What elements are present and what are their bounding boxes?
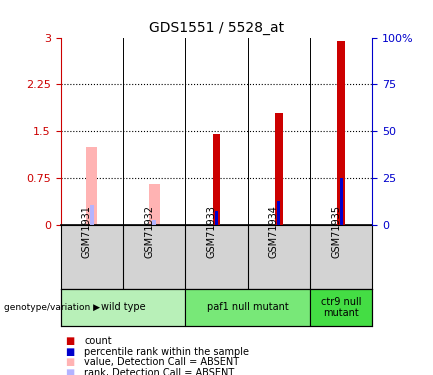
Text: paf1 null mutant: paf1 null mutant <box>207 303 288 312</box>
Bar <box>310 289 372 326</box>
Text: wild type: wild type <box>100 303 145 312</box>
Text: ■: ■ <box>65 347 74 357</box>
Title: GDS1551 / 5528_at: GDS1551 / 5528_at <box>149 21 284 35</box>
Text: percentile rank within the sample: percentile rank within the sample <box>84 347 249 357</box>
Bar <box>86 147 97 225</box>
Text: GSM71934: GSM71934 <box>269 205 279 258</box>
Text: ■: ■ <box>65 368 74 375</box>
Text: ■: ■ <box>65 357 74 367</box>
Bar <box>337 40 345 225</box>
Text: GSM71931: GSM71931 <box>82 205 92 258</box>
Text: GSM71933: GSM71933 <box>207 205 216 258</box>
Bar <box>185 289 310 326</box>
Text: GSM71932: GSM71932 <box>144 205 154 258</box>
Text: value, Detection Call = ABSENT: value, Detection Call = ABSENT <box>84 357 239 367</box>
Bar <box>213 134 220 225</box>
Bar <box>90 205 94 225</box>
Bar <box>61 289 185 326</box>
Text: rank, Detection Call = ABSENT: rank, Detection Call = ABSENT <box>84 368 235 375</box>
Text: genotype/variation ▶: genotype/variation ▶ <box>4 303 100 312</box>
Bar <box>278 201 280 225</box>
Bar <box>275 112 283 225</box>
Text: GSM71935: GSM71935 <box>331 205 341 258</box>
Text: count: count <box>84 336 112 346</box>
Bar <box>340 178 343 225</box>
Bar <box>152 220 156 225</box>
Bar <box>149 184 160 225</box>
Text: ■: ■ <box>65 336 74 346</box>
Text: ctr9 null
mutant: ctr9 null mutant <box>321 297 362 318</box>
Bar <box>215 211 218 225</box>
